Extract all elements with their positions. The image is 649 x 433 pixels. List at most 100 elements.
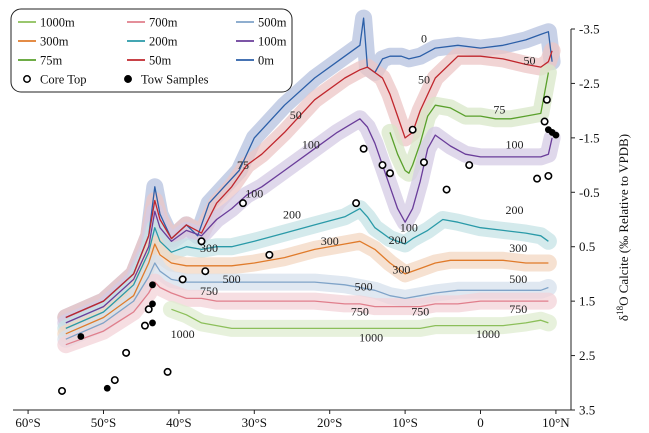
legend-entry-300m: 300m — [18, 35, 69, 49]
core-top-point-20 — [540, 117, 549, 126]
core-top-point-8 — [201, 267, 210, 276]
x-tick-label-4: 20°S — [317, 415, 342, 430]
core-top-point-22 — [544, 171, 553, 180]
axes: 60°S 50°S 40°S 30°S 20°S 10°S 0 10°N -3.5 -2.5 -1.… — [13, 22, 600, 430]
legend-label: 200m — [149, 35, 178, 49]
depth-label-50m-1: 50 — [418, 72, 430, 86]
core-top-point-14 — [386, 169, 395, 178]
depth-labels: 0050505075751001001001002002002003003003… — [171, 32, 536, 345]
series-lines — [65, 17, 553, 346]
legend-entry-1000m: 1000m — [18, 16, 75, 30]
series-line-50m — [65, 50, 553, 319]
legend-label: 500m — [258, 16, 287, 30]
series-line-0m — [65, 17, 553, 319]
core-top-point-2 — [122, 348, 131, 357]
depth-label-500m-1: 500 — [355, 279, 373, 293]
legend-entry-core-top: Core Top — [23, 73, 86, 87]
core-top-point-17 — [442, 185, 451, 194]
core-top-point-18 — [465, 161, 474, 170]
tow-sample-point-7 — [552, 131, 560, 139]
legend-label: 100m — [258, 35, 287, 49]
core-top-point-13 — [378, 161, 387, 170]
series-line-1000m — [171, 308, 549, 330]
depth-label-100m-2: 100 — [400, 220, 418, 234]
series-line-75m — [389, 72, 550, 174]
series-line-100m — [65, 118, 553, 324]
x-tick-label-3: 30°S — [242, 415, 267, 430]
series-line-300m — [65, 240, 549, 335]
depth-label-50m-0: 50 — [290, 108, 302, 122]
legend-label: 75m — [40, 54, 63, 68]
depth-label-300m-1: 300 — [321, 234, 339, 248]
core-top-point-1 — [110, 376, 119, 385]
legend-entry-50m: 50m — [127, 54, 172, 68]
y-axis-title: δ18O Calcite (‰ Relative to VPDB) — [615, 134, 631, 321]
depth-label-75m-1: 75 — [493, 102, 505, 116]
legend-label: 0m — [258, 54, 274, 68]
core-top-point-21 — [542, 95, 551, 104]
core-top-point-9 — [238, 199, 247, 208]
core-top-point-5 — [163, 367, 172, 376]
tow-sample-point-2 — [149, 281, 156, 289]
core-top-point-6 — [178, 275, 187, 284]
depth-label-100m-3: 100 — [505, 138, 523, 152]
sample-points — [58, 95, 560, 395]
tow-sample-point-3 — [149, 300, 156, 308]
series-line-700m — [65, 281, 549, 346]
legend-label: Tow Samples — [141, 73, 209, 87]
depth-label-500m-0: 500 — [223, 272, 241, 286]
core-top-point-19 — [533, 174, 542, 183]
legend-entry-tow-samples: Tow Samples — [124, 73, 209, 87]
depth-label-1000m-2: 1000 — [476, 327, 500, 341]
core-top-point-11 — [352, 199, 361, 208]
legend-entry-75m: 75m — [18, 54, 63, 68]
depth-label-300m-3: 300 — [509, 241, 527, 255]
depth-label-500m-2: 500 — [509, 272, 527, 286]
y-tick-label-2: -1.5 — [579, 130, 600, 145]
legend-entry-200m: 200m — [127, 35, 178, 49]
y-tick-label-5: 1.5 — [579, 294, 595, 309]
x-tick-label-7: 10°N — [542, 415, 570, 430]
depth-label-300m-2: 300 — [392, 262, 410, 276]
depth-label-1000m-1: 1000 — [359, 330, 383, 344]
tow-sample-point-1 — [103, 384, 111, 392]
tow-sample-point-0 — [77, 333, 85, 340]
y-tick-label-4: 0.5 — [579, 239, 595, 254]
legend-entry-500m: 500m — [236, 16, 287, 30]
depth-label-700m-2: 750 — [411, 304, 429, 318]
depth-label-700m-0: 750 — [200, 284, 218, 298]
depth-label-200m-0: 200 — [283, 207, 301, 221]
legend-label: 300m — [40, 35, 69, 49]
x-tick-label-2: 40°S — [166, 415, 191, 430]
core-top-point-4 — [144, 305, 153, 314]
legend: 1000m 700m 500m 300m 200m 100m 75m 50m 0m Core To… — [10, 8, 293, 93]
y-tick-label-7: 3.5 — [579, 403, 595, 418]
x-tick-label-5: 10°S — [392, 415, 417, 430]
legend-label: 1000m — [40, 16, 75, 30]
y-axis-title-rest: O Calcite (‰ Relative to VPDB) — [616, 134, 631, 306]
tow-sample-point-4 — [149, 319, 156, 327]
legend-entry-0m: 0m — [236, 54, 274, 68]
core-top-point-10 — [265, 250, 274, 259]
legend-entry-700m: 700m — [127, 16, 178, 30]
depth-label-0m-1: 0 — [421, 32, 427, 46]
depth-label-700m-3: 750 — [509, 302, 527, 316]
y-axis-title-sup: 18 — [615, 305, 625, 315]
depth-label-200m-1: 200 — [389, 233, 407, 247]
depth-label-1000m-0: 1000 — [171, 327, 195, 341]
x-tick-label-6: 0 — [477, 415, 484, 430]
y-tick-label-3: -0.5 — [579, 185, 600, 200]
core-top-point-12 — [359, 144, 368, 153]
depth-label-700m-1: 750 — [351, 304, 369, 318]
core-top-point-3 — [140, 321, 149, 330]
y-axis-title-delta: δ — [616, 315, 631, 321]
core-top-point-16 — [419, 158, 428, 167]
depth-label-300m-0: 300 — [200, 241, 218, 255]
y-tick-label-1: -2.5 — [579, 76, 600, 91]
core-top-point-0 — [58, 386, 67, 395]
legend-frame — [10, 8, 293, 93]
legend-entry-100m: 100m — [236, 35, 287, 49]
depth-label-200m-2: 200 — [505, 203, 523, 217]
depth-label-75m-0: 75 — [237, 158, 249, 172]
series-line-500m — [65, 262, 549, 340]
